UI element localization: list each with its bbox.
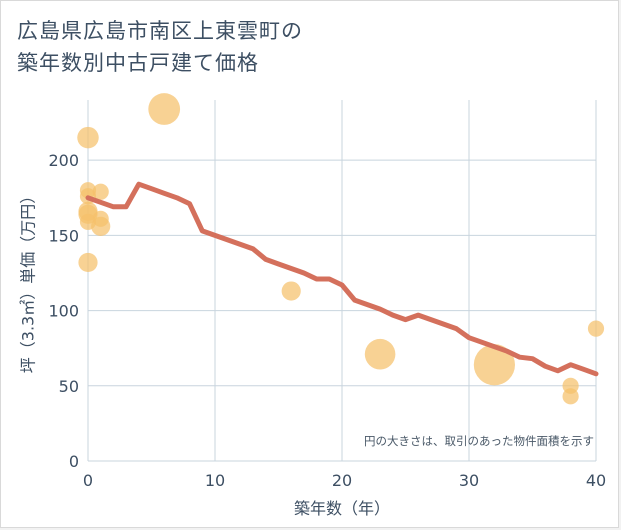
y-tick-label-200: 200 [48, 151, 79, 170]
scatter-series [77, 93, 605, 405]
chart-title: 広島県広島市南区上東雲町の 築年数別中古戸建て価格 [17, 15, 577, 79]
scatter-point-12 [364, 338, 396, 370]
x-tick-label-40: 40 [586, 471, 606, 490]
scatter-point-7 [92, 183, 109, 200]
scatter-point-15 [562, 388, 579, 405]
x-tick-label-20: 20 [332, 471, 352, 490]
chart-title-line-1: 広島県広島市南区上東雲町の [17, 19, 303, 43]
scatter-point-11 [281, 281, 301, 301]
scatter-point-0 [77, 126, 99, 149]
y-tick-label-0: 0 [69, 452, 79, 471]
scatter-point-16 [587, 320, 605, 337]
scatter-point-13 [473, 344, 515, 386]
x-tick-label-30: 30 [459, 471, 479, 490]
x-tick-label-0: 0 [83, 471, 93, 490]
y-axis-label: 坪（3.3㎡）単価（万円） [19, 188, 38, 373]
average-price-line [85, 181, 599, 377]
x-tick-label-10: 10 [205, 471, 225, 490]
x-axis-label: 築年数（年） [294, 499, 390, 518]
y-tick-label-50: 50 [59, 377, 79, 396]
bubble-size-note: 円の大きさは、取引のあった物件面積を示す [364, 434, 594, 448]
y-tick-labels: 0 50 100 150 200 [48, 151, 79, 471]
y-gridlines [88, 159, 596, 462]
scatter-point-10 [148, 93, 181, 125]
scatter-point-9 [91, 216, 111, 236]
y-tick-label-100: 100 [48, 302, 79, 321]
x-tick-labels: 0 10 20 30 40 [83, 471, 606, 490]
y-tick-label-150: 150 [48, 226, 79, 245]
chart-title-line-2: 築年数別中古戸建て価格 [17, 51, 259, 75]
scatter-point-6 [78, 252, 98, 273]
